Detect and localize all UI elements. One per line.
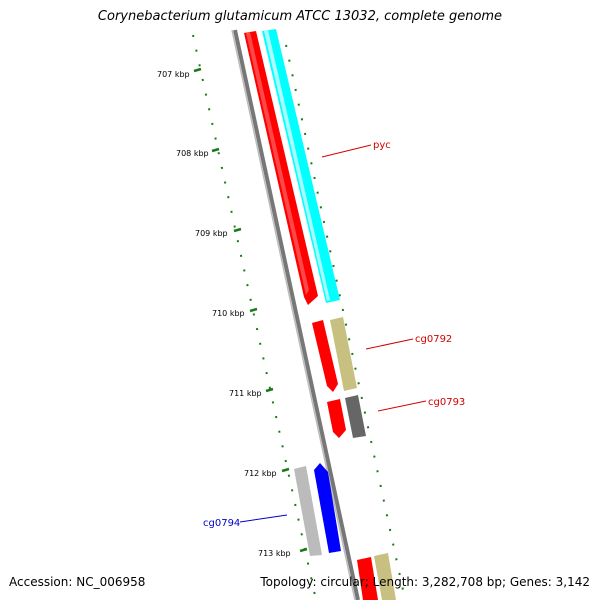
genome-backbone: [233, 29, 360, 600]
tick-710: [249, 307, 258, 313]
tick-711: [265, 387, 274, 393]
cg0793-red-feature[interactable]: [327, 399, 346, 438]
pyc-cyan-highlight: [264, 30, 330, 301]
tick-708: [211, 147, 220, 153]
gene-label-cg0794[interactable]: cg0794: [203, 518, 240, 529]
tick-label-707: 707 kbp: [157, 70, 190, 79]
cg0792-khaki-feature[interactable]: [330, 317, 357, 391]
tick-713: [299, 547, 308, 553]
tick-label-713: 713 kbp: [258, 549, 291, 558]
genome-summary-text: Topology: circular; Length: 3,282,708 bp…: [260, 575, 590, 589]
accession-text: Accession: NC_006958: [9, 575, 146, 589]
tick-label-711: 711 kbp: [229, 389, 262, 398]
map-title: Corynebacterium glutamicum ATCC 13032, c…: [97, 9, 503, 24]
left-major-ticks: [193, 67, 308, 553]
cg0794-gray-feature[interactable]: [294, 466, 322, 556]
tick-label-712: 712 kbp: [244, 469, 277, 478]
left-ruler-track: [192, 34, 317, 600]
tick-labels: 707 kbp 708 kbp 709 kbp 710 kbp 711 kbp …: [157, 70, 291, 558]
cg0794-blue-feature[interactable]: [314, 463, 341, 553]
tick-label-710: 710 kbp: [212, 309, 245, 318]
gene-label-cg0792[interactable]: cg0792: [415, 334, 452, 345]
cg0794-connector: [239, 514, 288, 523]
gene-label-pyc[interactable]: pyc: [373, 140, 391, 151]
gene-label-cg0793[interactable]: cg0793: [428, 397, 465, 408]
pyc-red-highlight: [246, 32, 309, 295]
genome-backbone-highlight: [231, 29, 356, 600]
pyc-connector: [321, 144, 372, 158]
tick-label-709: 709 kbp: [195, 229, 228, 238]
ruler-dots: [192, 34, 404, 600]
label-connectors: [239, 144, 427, 523]
next-red-feature[interactable]: [357, 557, 378, 600]
cg0793-dark-feature[interactable]: [345, 395, 366, 438]
tick-707: [193, 67, 202, 73]
cg0792-connector: [365, 338, 414, 350]
cg0792-red-feature[interactable]: [312, 320, 338, 392]
tick-709: [233, 227, 242, 233]
tick-label-708: 708 kbp: [176, 149, 209, 158]
next-khaki-feature[interactable]: [374, 553, 396, 600]
cg0793-connector: [377, 400, 427, 412]
gene-labels: pyc cg0792 cg0793 cg0794: [203, 140, 465, 529]
tick-712: [281, 467, 290, 473]
